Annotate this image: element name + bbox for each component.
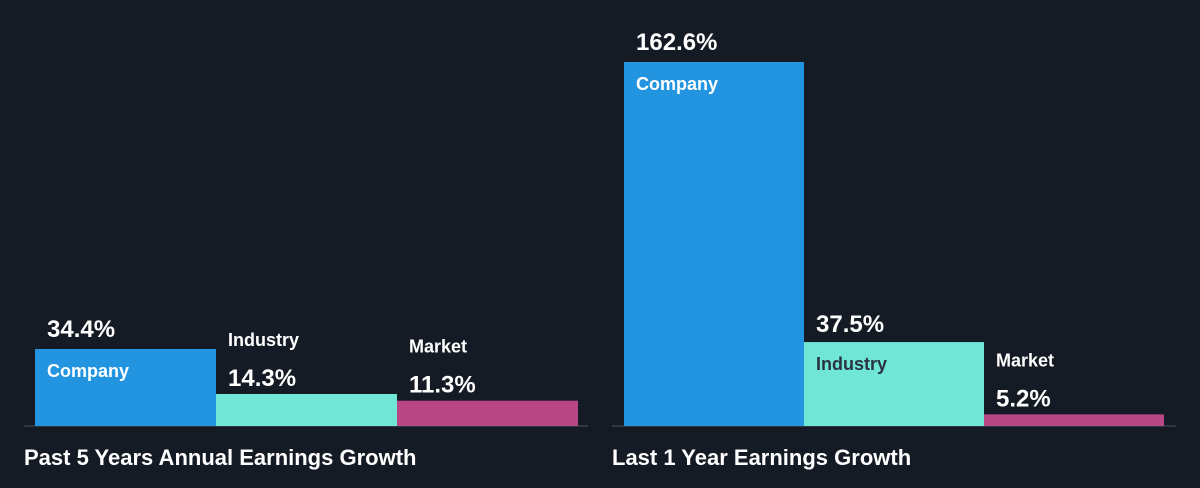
category-label-market: Market	[409, 337, 467, 357]
bar-industry	[216, 393, 397, 426]
bar-panel-1: Company 34.4% Industry 14.3% Market 11.3%	[24, 316, 588, 427]
bar-market	[984, 414, 1164, 426]
bar-company	[624, 62, 804, 426]
category-label-company: Company	[636, 74, 718, 94]
value-label-company: 34.4%	[47, 316, 115, 343]
value-label-market: 5.2%	[996, 385, 1051, 412]
category-label-market: Market	[996, 350, 1054, 370]
value-label-industry: 14.3%	[228, 365, 296, 392]
chart-title-past-5-years: Past 5 Years Annual Earnings Growth	[24, 445, 416, 470]
category-label-company: Company	[47, 361, 129, 381]
value-label-industry: 37.5%	[816, 311, 884, 338]
bar-company	[35, 348, 216, 426]
chart-title-last-1-year: Last 1 Year Earnings Growth	[612, 445, 911, 470]
bar-market	[397, 400, 578, 426]
category-label-industry: Industry	[228, 330, 299, 350]
category-label-industry: Industry	[816, 354, 887, 374]
bar-industry	[804, 342, 984, 426]
bar-panel-2: Company 162.6% Industry 37.5% Market 5.2%	[612, 29, 1176, 427]
value-label-market: 11.3%	[409, 372, 476, 399]
value-label-company: 162.6%	[636, 29, 717, 56]
